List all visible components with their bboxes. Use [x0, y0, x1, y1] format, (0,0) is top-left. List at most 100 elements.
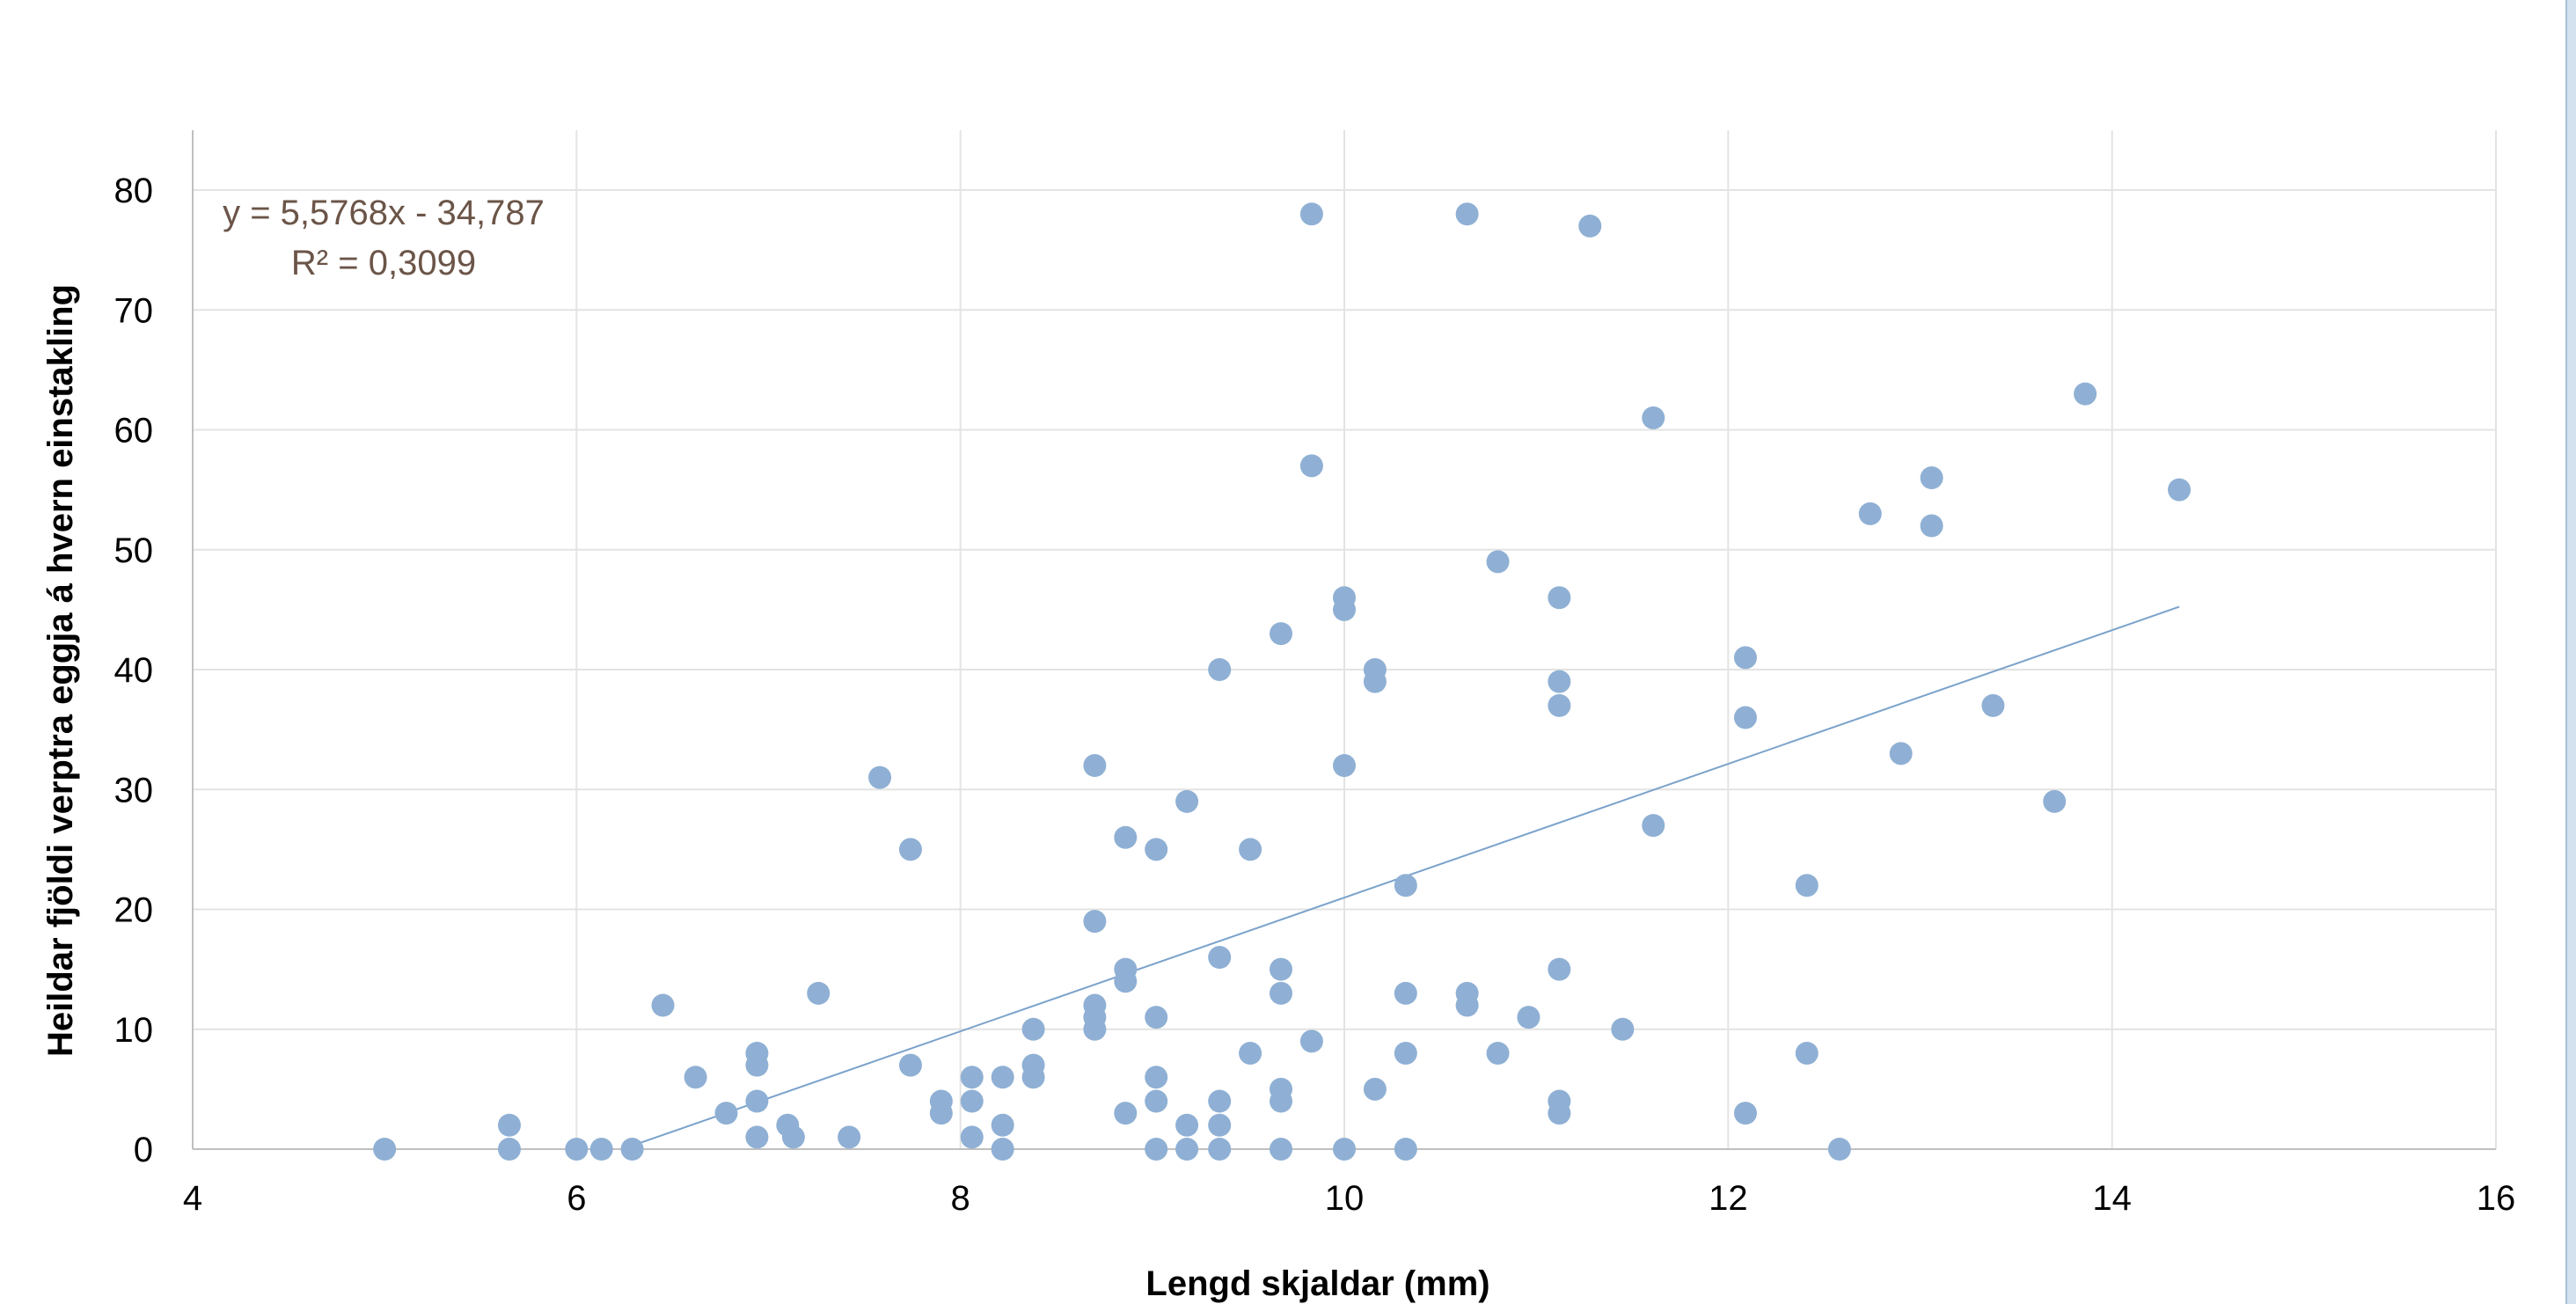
- data-point: [1208, 946, 1232, 969]
- tick-labels: 0 10 20 30 40 50 60 70 80 4 6 8 10 12 14 16: [114, 172, 2516, 1218]
- x-tick-label: 14: [2092, 1179, 2132, 1218]
- data-point: [1299, 454, 1323, 478]
- data-points: [373, 202, 2192, 1161]
- data-point: [373, 1138, 397, 1161]
- y-tick-label: 10: [114, 1011, 154, 1050]
- data-point: [1363, 1077, 1387, 1101]
- data-point: [1333, 1138, 1356, 1161]
- data-point: [991, 1138, 1014, 1161]
- data-point: [1548, 586, 1571, 610]
- data-point: [1208, 1138, 1232, 1161]
- data-point: [1083, 754, 1107, 777]
- data-point: [714, 1102, 738, 1125]
- data-point: [745, 1125, 769, 1149]
- x-tick-label: 10: [1325, 1179, 1365, 1218]
- y-tick-label: 30: [114, 771, 154, 810]
- data-point: [745, 1053, 769, 1077]
- gridlines: [193, 130, 2497, 1149]
- data-point: [1270, 981, 1293, 1005]
- x-tick-label: 16: [2477, 1179, 2516, 1218]
- data-point: [1733, 706, 1757, 729]
- data-point: [1363, 670, 1387, 693]
- data-point: [1083, 1017, 1107, 1041]
- data-point: [1394, 1138, 1417, 1161]
- data-point: [1208, 1089, 1232, 1113]
- data-point: [1486, 1042, 1510, 1065]
- data-point: [745, 1089, 769, 1113]
- data-point: [1114, 1102, 1138, 1125]
- data-point: [1920, 466, 1943, 489]
- data-point: [1795, 874, 1819, 897]
- data-point: [1455, 993, 1479, 1017]
- x-tick-label: 8: [951, 1179, 970, 1218]
- data-point: [1394, 981, 1417, 1005]
- y-tick-label: 0: [134, 1131, 153, 1169]
- y-tick-label: 20: [114, 891, 154, 930]
- data-point: [1145, 1089, 1168, 1113]
- data-point: [1083, 910, 1107, 934]
- window-edge-scrollbar[interactable]: [2565, 0, 2576, 1304]
- data-point: [497, 1113, 521, 1137]
- data-point: [1299, 202, 1323, 226]
- data-point: [1208, 1113, 1232, 1137]
- y-tick-label: 70: [114, 291, 154, 330]
- data-point: [1920, 514, 1943, 538]
- data-point: [1145, 1006, 1168, 1029]
- y-tick-label: 60: [114, 412, 154, 451]
- x-tick-label: 4: [183, 1179, 202, 1218]
- data-point: [2168, 478, 2192, 502]
- data-point: [1611, 1017, 1635, 1041]
- data-point: [1239, 1042, 1262, 1065]
- data-point: [1270, 1089, 1293, 1113]
- x-axis-title: Lengd skjaldar (mm): [1145, 1264, 1489, 1303]
- data-point: [781, 1125, 805, 1149]
- data-point: [1517, 1006, 1540, 1029]
- data-point: [807, 981, 831, 1005]
- data-point: [868, 766, 892, 789]
- data-point: [1394, 1042, 1417, 1065]
- data-point: [1858, 502, 1882, 525]
- data-point: [1175, 1138, 1199, 1161]
- data-point: [497, 1138, 521, 1161]
- trendline-r-squared: R² = 0,3099: [291, 244, 476, 282]
- data-point: [929, 1102, 953, 1125]
- data-point: [1981, 693, 2005, 717]
- data-point: [1548, 670, 1571, 693]
- data-point: [1333, 754, 1356, 777]
- x-tick-label: 12: [1709, 1179, 1748, 1218]
- data-point: [1733, 646, 1757, 670]
- data-point: [960, 1066, 984, 1089]
- trendline-equation: y = 5,5768x - 34,787: [223, 194, 545, 232]
- data-point: [1394, 874, 1417, 897]
- data-point: [991, 1066, 1014, 1089]
- data-point: [1114, 825, 1138, 849]
- data-point: [1021, 1017, 1045, 1041]
- data-point: [1455, 202, 1479, 226]
- data-point: [2043, 789, 2067, 813]
- y-axis-title: Heildar fjöldi verptra eggja á hvern ein…: [41, 284, 80, 1057]
- data-point: [1270, 1138, 1293, 1161]
- data-point: [1239, 838, 1262, 861]
- data-point: [1333, 597, 1356, 621]
- data-point: [960, 1089, 984, 1113]
- data-point: [1145, 1138, 1168, 1161]
- data-point: [1208, 658, 1232, 681]
- y-tick-label: 40: [114, 651, 154, 690]
- data-point: [589, 1138, 613, 1161]
- data-point: [1827, 1138, 1851, 1161]
- y-tick-label: 80: [114, 172, 154, 210]
- data-point: [1486, 550, 1510, 574]
- data-point: [960, 1125, 984, 1149]
- x-tick-label: 6: [567, 1179, 586, 1218]
- data-point: [1270, 622, 1293, 646]
- data-point: [838, 1125, 861, 1149]
- data-point: [1270, 957, 1293, 981]
- data-point: [1114, 970, 1138, 993]
- data-point: [991, 1113, 1014, 1137]
- data-point: [1733, 1102, 1757, 1125]
- data-point: [2074, 382, 2097, 406]
- data-point: [1548, 957, 1571, 981]
- data-point: [684, 1066, 707, 1089]
- data-point: [1175, 789, 1199, 813]
